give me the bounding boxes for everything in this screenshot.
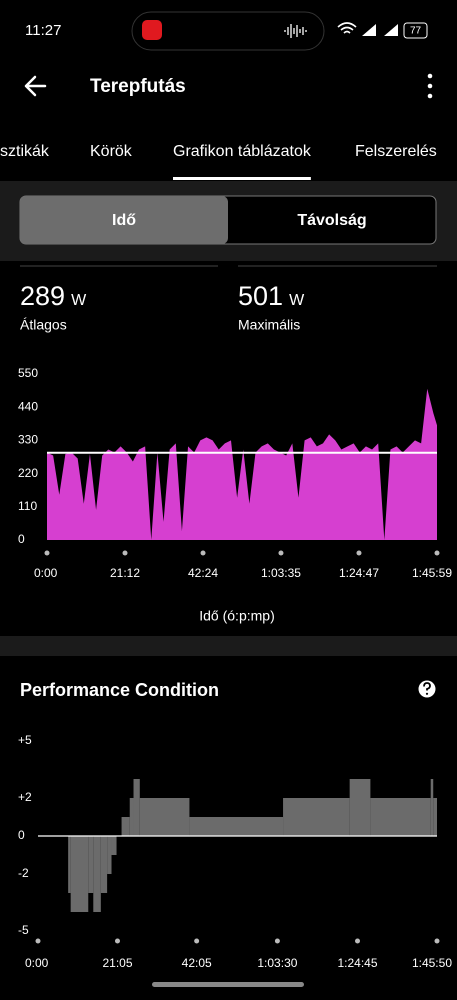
x-tick-label: 0:00 bbox=[25, 956, 49, 970]
x-tick-dot bbox=[200, 550, 206, 556]
y-tick-label: 330 bbox=[18, 433, 38, 447]
condition-step bbox=[283, 798, 350, 836]
x-tick-dot bbox=[278, 550, 284, 556]
y-tick-label: 440 bbox=[18, 399, 38, 413]
condition-step bbox=[70, 836, 89, 912]
condition-step bbox=[111, 836, 117, 855]
toggle-option[interactable]: Távolság bbox=[297, 212, 366, 229]
condition-step bbox=[370, 798, 431, 836]
x-tick-dot bbox=[194, 938, 200, 944]
app-icon bbox=[142, 20, 162, 40]
toggle-active bbox=[20, 196, 228, 244]
condition-step bbox=[100, 836, 108, 893]
x-tick-dot bbox=[35, 938, 41, 944]
toggle-option[interactable]: Idő bbox=[112, 212, 136, 229]
wifi-icon bbox=[337, 22, 357, 34]
tab-bar: sztikák Körök Grafikon táblázatok Felszerel… bbox=[0, 143, 437, 180]
power-chart: 0 110 220 330 440 550 0:00 21:12 42:24 1:03:35 1:2… bbox=[18, 366, 452, 624]
stat-label: Maximális bbox=[238, 317, 300, 333]
x-tick-label: 1:45:50 bbox=[412, 956, 452, 970]
y-tick-label: +2 bbox=[18, 790, 32, 804]
y-tick-label: -5 bbox=[18, 923, 29, 937]
x-tick-dot bbox=[44, 550, 50, 556]
condition-step bbox=[88, 836, 94, 893]
menu-button[interactable] bbox=[427, 73, 433, 99]
home-indicator bbox=[152, 982, 304, 987]
x-tick-label: 1:03:35 bbox=[261, 566, 301, 580]
back-button[interactable] bbox=[24, 75, 47, 97]
tab[interactable]: Grafikon táblázatok bbox=[173, 143, 312, 160]
y-tick-label: 110 bbox=[18, 499, 37, 513]
stat-label: Átlagos bbox=[20, 317, 67, 333]
toggle: Idő Távolság bbox=[19, 195, 437, 245]
x-tick-label: 21:12 bbox=[110, 566, 140, 580]
condition-step bbox=[68, 836, 71, 893]
x-tick-label: 0:00 bbox=[34, 566, 58, 580]
signal-icon bbox=[362, 24, 398, 36]
x-tick-label: 1:24:47 bbox=[339, 566, 379, 580]
audio-icon bbox=[284, 24, 307, 38]
status-time: 11:27 bbox=[25, 22, 61, 39]
x-tick-dot bbox=[122, 550, 128, 556]
x-tick-dot bbox=[434, 938, 440, 944]
help-button[interactable] bbox=[418, 680, 436, 698]
battery-icon bbox=[403, 22, 428, 39]
y-tick-label: -2 bbox=[18, 866, 29, 880]
x-tick-label: 42:24 bbox=[188, 566, 218, 580]
y-tick-label: +5 bbox=[18, 733, 32, 747]
x-tick-label: 42:05 bbox=[182, 956, 212, 970]
condition-step bbox=[121, 817, 130, 836]
condition-step bbox=[189, 817, 284, 836]
tab[interactable]: sztikák bbox=[0, 143, 50, 160]
tab[interactable]: Felszerelés bbox=[355, 143, 437, 160]
condition-step bbox=[93, 836, 101, 912]
y-tick-label: 220 bbox=[18, 466, 38, 480]
condition-step bbox=[139, 798, 190, 836]
condition-step bbox=[430, 779, 434, 836]
condition-step bbox=[133, 779, 140, 836]
condition-step bbox=[433, 798, 437, 836]
condition-step bbox=[107, 836, 112, 874]
header-title: Terepfutás bbox=[90, 76, 186, 97]
y-tick-label: 0 bbox=[18, 532, 25, 546]
x-tick-dot bbox=[355, 938, 361, 944]
x-axis-label: Idő (ó:p:mp) bbox=[199, 608, 274, 624]
x-tick-label: 1:24:45 bbox=[337, 956, 377, 970]
dynamic-island bbox=[131, 11, 325, 51]
x-tick-dot bbox=[114, 938, 120, 944]
condition-step bbox=[349, 779, 371, 836]
tab[interactable]: Körök bbox=[90, 143, 133, 160]
stat-unit: W bbox=[71, 292, 87, 309]
y-tick-label: 550 bbox=[18, 366, 38, 380]
battery-level: 77 bbox=[410, 26, 422, 37]
x-tick-label: 21:05 bbox=[102, 956, 132, 970]
power-area bbox=[47, 388, 437, 540]
section-title: Performance Condition bbox=[20, 680, 219, 700]
x-tick-dot bbox=[274, 938, 280, 944]
condition-step bbox=[129, 798, 134, 836]
stat-value: 501 bbox=[238, 281, 283, 311]
stat-unit: W bbox=[289, 292, 305, 309]
x-tick-label: 1:03:30 bbox=[257, 956, 297, 970]
performance-chart: +5 +2 0 -2 -5 0:00 21:05 42:05 1:03:30 1:24:45 1:4… bbox=[18, 733, 452, 970]
stat-value: 289 bbox=[20, 281, 65, 311]
x-tick-label: 1:45:59 bbox=[412, 566, 452, 580]
x-tick-dot bbox=[434, 550, 440, 556]
tab-underline bbox=[173, 177, 311, 180]
y-tick-label: 0 bbox=[18, 828, 25, 842]
section-separator bbox=[0, 636, 457, 656]
x-tick-dot bbox=[356, 550, 362, 556]
